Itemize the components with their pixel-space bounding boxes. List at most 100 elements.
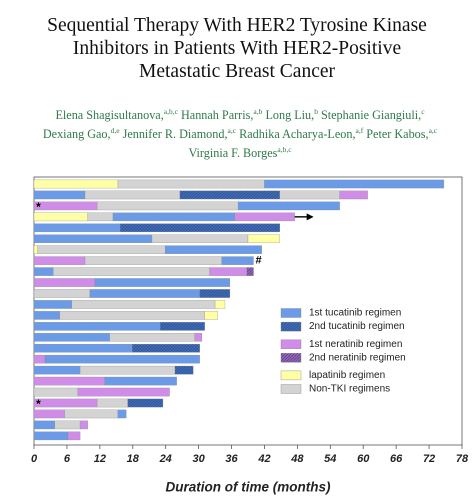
segment: [33, 311, 60, 320]
segment: [104, 376, 177, 386]
author: Elena Shagisultanova,a,b,c: [55, 107, 178, 123]
x-tick-label: 0: [31, 453, 38, 465]
author-affiliation: c: [421, 107, 425, 116]
segment: [33, 212, 88, 222]
segment: [79, 420, 88, 430]
row-marker: *: [36, 200, 41, 214]
segment: [204, 311, 218, 320]
segment: [33, 333, 110, 342]
segment: [33, 431, 69, 441]
legend-label: 2nd tucatinib regimen: [309, 321, 405, 332]
segment: [84, 256, 222, 265]
segment: [33, 201, 98, 211]
legend-swatch-hatch: [281, 322, 301, 332]
x-tick-label: 78: [456, 453, 469, 465]
segment: [87, 212, 114, 222]
row-marker: *: [36, 397, 41, 411]
author-name: Virginia F. Borges: [188, 146, 278, 161]
segment-hatch: [132, 344, 200, 353]
author-name: Elena Shagisultanova,: [55, 108, 164, 123]
segment: [96, 398, 128, 408]
segment: [33, 354, 46, 364]
segment: [221, 256, 254, 265]
segment: [64, 409, 119, 419]
legend-label: lapatinib regimen: [309, 370, 385, 381]
author-affiliation: a,b,c: [277, 145, 292, 155]
segment: [33, 256, 86, 265]
segment-hatch: [179, 190, 280, 200]
segment: [33, 376, 105, 386]
x-tick-label: 24: [159, 453, 172, 465]
title-line: Metastatic Breast Cancer: [139, 61, 335, 82]
segment: [33, 267, 54, 276]
segment: [33, 278, 96, 287]
author-name: Dexiang Gao,: [42, 127, 111, 142]
segment-hatch: [246, 267, 254, 276]
segment: [112, 212, 235, 222]
legend-swatch: [280, 370, 302, 381]
segment: [209, 267, 248, 276]
plot-frame: [33, 176, 463, 446]
title-line: Inhibitors in Patients With HER2-Positiv…: [72, 38, 402, 59]
legend-label: 1st neratinib regimen: [309, 339, 402, 350]
segment: [237, 201, 340, 211]
author-name: Hannah Parris,: [180, 108, 254, 123]
legend-label: Non-TKI regimens: [309, 384, 390, 395]
segment: [33, 387, 79, 397]
segment: [33, 190, 86, 200]
segment: [279, 190, 340, 200]
segment: [79, 365, 176, 375]
legend-swatch: [280, 308, 302, 318]
title-line: Sequential Therapy With HER2 Tyrosine Ki…: [47, 15, 427, 36]
segment: [234, 212, 295, 222]
segment: [117, 179, 265, 189]
segment: [33, 289, 91, 298]
segment: [33, 409, 65, 419]
segment-hatch: [175, 366, 194, 375]
authors: Elena Shagisultanova,a,b,c Hannah Parris…: [40, 104, 440, 161]
legend-swatch: [280, 384, 302, 394]
author: Stephanie Giangiuli,c: [320, 107, 425, 123]
segment: [54, 420, 81, 430]
author-affiliation: a,b: [253, 107, 263, 116]
segment: [33, 245, 38, 254]
x-tick-label: 30: [192, 453, 205, 465]
segment: [264, 179, 445, 189]
segment: [59, 311, 205, 320]
author: Dexiang Gao,d,e: [42, 126, 120, 142]
author-affiliation: a,c: [227, 126, 237, 136]
ongoing-arrowhead: [306, 213, 314, 221]
x-tick-label: 66: [390, 453, 403, 465]
segment: [117, 409, 127, 419]
author-affiliation: a,b,c: [163, 107, 178, 116]
segment: [89, 289, 200, 298]
x-tick-label: 72: [423, 453, 435, 465]
segment: [33, 365, 81, 375]
segment: [44, 354, 200, 364]
author-name: Long Liu,: [265, 108, 315, 123]
x-tick-label: 42: [257, 453, 270, 465]
legend-swatch-hatch: [281, 353, 301, 363]
segment: [339, 190, 368, 200]
author: Jennifer R. Diamond,a,c: [123, 126, 237, 141]
segment: [33, 179, 119, 189]
segment: [67, 431, 81, 441]
segment: [33, 343, 133, 353]
segment: [33, 322, 161, 331]
x-tick-label: 60: [357, 453, 370, 465]
author: Virginia F. Borgesa,b,c: [188, 145, 292, 161]
segment: [164, 245, 262, 254]
x-tick-label: 12: [94, 453, 106, 465]
author-affiliation: b: [314, 107, 318, 116]
title: Sequential Therapy With HER2 Tyrosine Ki…: [0, 14, 474, 83]
segment: [214, 300, 226, 309]
author-name: Stephanie Giangiuli,: [320, 108, 422, 123]
segment: [94, 278, 231, 287]
segment: [194, 333, 203, 342]
segment: [33, 223, 121, 233]
x-tick-label: 48: [290, 453, 304, 465]
segment: [33, 234, 153, 243]
segment: [53, 267, 210, 276]
x-axis-label: Duration of time (months): [166, 480, 331, 495]
